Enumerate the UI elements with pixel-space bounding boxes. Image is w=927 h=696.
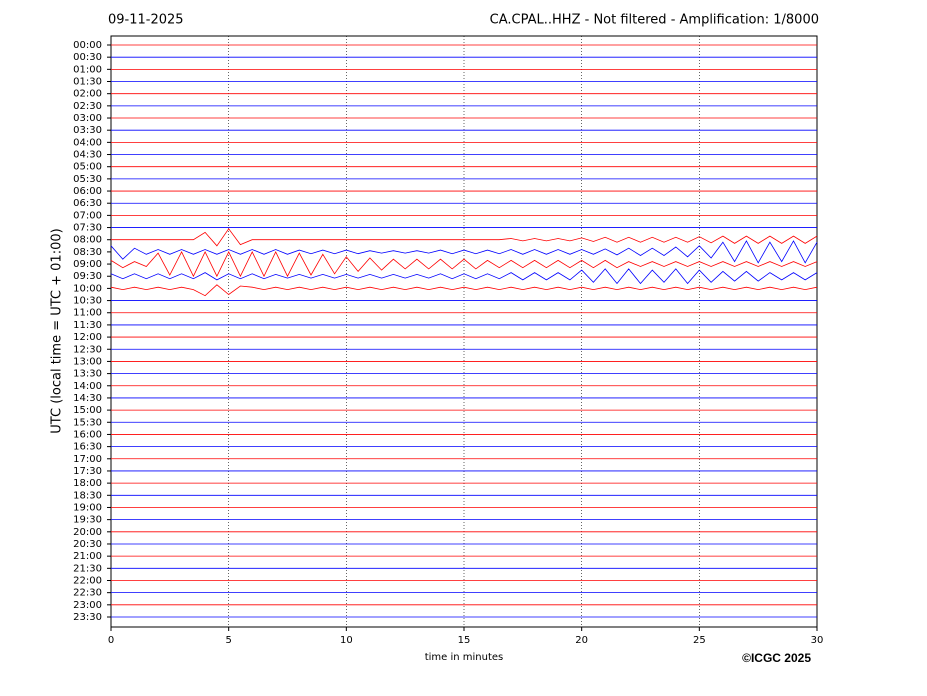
trace: [110, 284, 818, 297]
row-label: 07:00: [73, 210, 102, 221]
x-tick-label: 30: [811, 635, 824, 646]
row-label: 06:00: [73, 186, 102, 197]
row-label: 14:00: [73, 381, 102, 392]
row-label: 12:00: [73, 332, 102, 343]
row-label: 07:30: [73, 223, 102, 234]
row-label: 00:30: [73, 52, 102, 63]
row-label: 11:30: [73, 320, 102, 331]
row-label: 11:00: [73, 308, 102, 319]
row-label: 08:30: [73, 247, 102, 258]
row-label: 02:30: [73, 101, 102, 112]
x-tick-label: 15: [458, 635, 471, 646]
trace: [110, 250, 818, 278]
row-label: 13:00: [73, 356, 102, 367]
row-label: 15:00: [73, 405, 102, 416]
trace: [111, 228, 818, 247]
row-label: 19:00: [73, 502, 102, 513]
row-label: 06:30: [73, 198, 102, 209]
y-axis-label: UTC (local time = UTC + 01:00): [50, 228, 65, 433]
x-tick-label: 0: [108, 635, 114, 646]
row-label: 04:00: [73, 137, 102, 148]
row-label: 05:30: [73, 174, 102, 185]
row-label: 13:30: [73, 369, 102, 380]
row-label: 08:00: [73, 235, 102, 246]
row-label: 21:00: [73, 551, 102, 562]
x-tick-label: 10: [340, 635, 353, 646]
row-label: 16:00: [73, 429, 102, 440]
trace: [110, 268, 818, 285]
row-label: 20:30: [73, 539, 102, 550]
row-label: 10:00: [73, 283, 102, 294]
trace: [110, 240, 818, 264]
row-label: 12:30: [73, 344, 102, 355]
plot-frame: [110, 35, 818, 628]
row-label: 23:00: [73, 600, 102, 611]
row-label: 15:30: [73, 417, 102, 428]
row-label: 09:00: [73, 259, 102, 270]
row-label: 22:00: [73, 575, 102, 586]
row-label: 00:00: [73, 40, 102, 51]
row-label: 18:30: [73, 490, 102, 501]
x-tick-label: 5: [225, 635, 231, 646]
chart-title: CA.CPAL..HHZ - Not filtered - Amplificat…: [490, 13, 819, 28]
chart-date: 09-11-2025: [108, 13, 184, 28]
credit: ©ICGC 2025: [742, 651, 811, 665]
row-label: 01:30: [73, 77, 102, 88]
row-label: 22:30: [73, 588, 102, 599]
row-label: 21:30: [73, 563, 102, 574]
row-label: 17:00: [73, 454, 102, 465]
row-label: 17:30: [73, 466, 102, 477]
x-tick-label: 20: [575, 635, 588, 646]
row-label: 03:30: [73, 125, 102, 136]
row-label: 01:00: [73, 64, 102, 75]
row-label: 19:30: [73, 515, 102, 526]
row-label: 16:30: [73, 442, 102, 453]
row-label: 23:30: [73, 612, 102, 623]
row-label: 18:00: [73, 478, 102, 489]
row-label: 04:30: [73, 150, 102, 161]
row-label: 03:00: [73, 113, 102, 124]
row-label: 14:30: [73, 393, 102, 404]
row-label: 09:30: [73, 271, 102, 282]
row-label: 05:00: [73, 162, 102, 173]
row-label: 02:00: [73, 89, 102, 100]
row-label: 10:30: [73, 296, 102, 307]
x-axis-label: time in minutes: [425, 652, 504, 663]
row-label: 20:00: [73, 527, 102, 538]
x-tick-label: 25: [693, 635, 706, 646]
